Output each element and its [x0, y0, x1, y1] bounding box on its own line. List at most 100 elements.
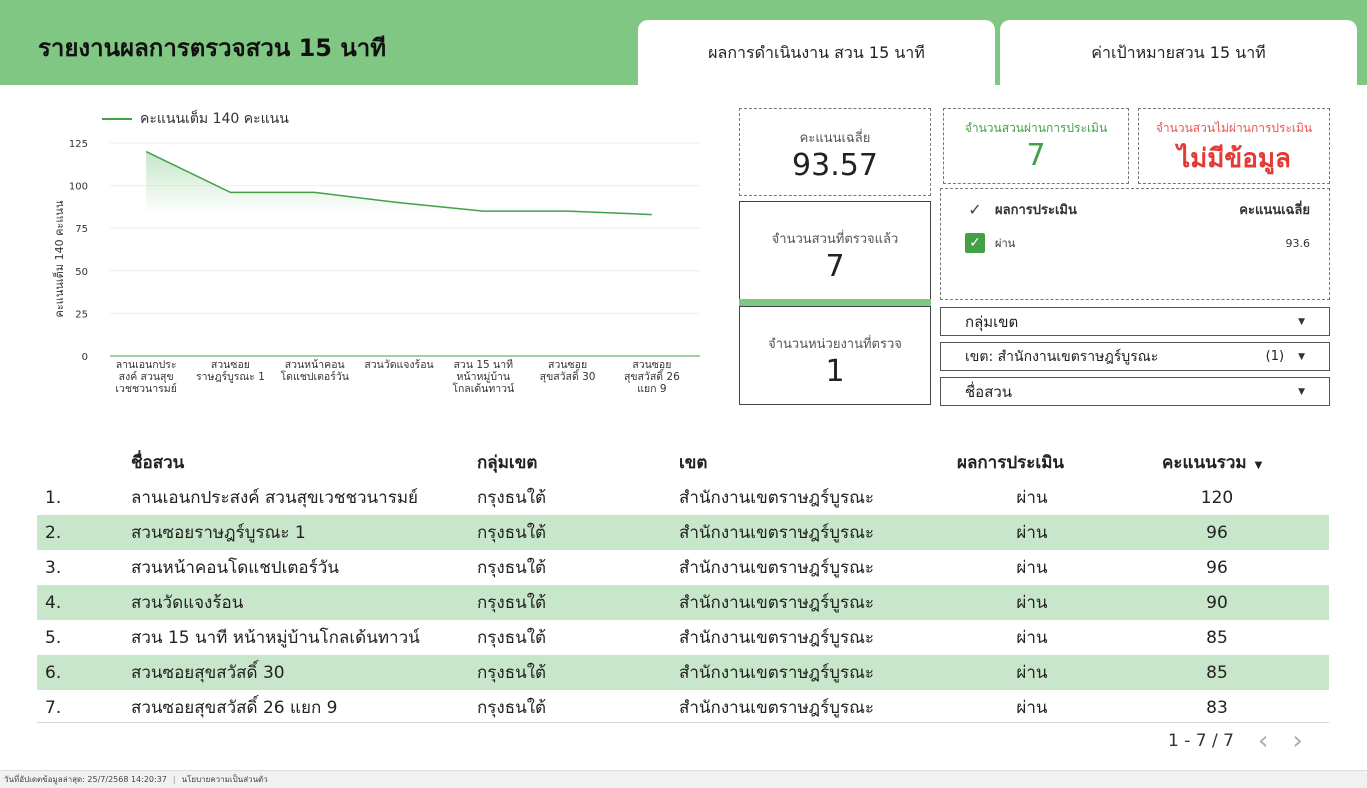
x-tick-label-line: สุขสวัสดิ์ 30 — [540, 368, 596, 383]
scorecard-failed: จำนวนสวนไม่ผ่านการประเมิน ไม่มีข้อมูล — [1138, 108, 1330, 184]
evaluation-row-avg: 93.6 — [1285, 236, 1311, 250]
x-tick-label-line: สวนซอย — [211, 359, 250, 371]
x-tick-label: สวน 15 นาทีหน้าหมู่บ้านโกลเด้นทาวน์ — [452, 358, 514, 395]
y-tick-label: 125 — [69, 139, 88, 150]
filter-district-count: (1) — [1265, 349, 1285, 364]
cell-district: สำนักงานเขตราษฎร์บูรณะ — [679, 698, 875, 718]
col-header-total-score[interactable]: คะแนนรวม ▼ — [1162, 449, 1302, 476]
filter-district[interactable]: เขต: สำนักงานเขตราษฎร์บูรณะ (1) ▼ — [940, 342, 1330, 371]
table-row[interactable]: 4. สวนวัดแจงร้อน กรุงธนใต้ สำนักงานเขตราษฎร… — [37, 585, 1329, 620]
cell-group: กรุงธนใต้ — [477, 698, 547, 718]
row-number: 7. — [45, 697, 62, 718]
x-tick-label-line: เวชชวนารมย์ — [115, 382, 176, 395]
scorecard-average-value: 93.57 — [792, 148, 878, 183]
cell-park-name: สวนซอยสุขสวัสดิ์ 30 — [131, 663, 285, 683]
scorecard-divider — [739, 299, 931, 307]
chart-svg: 0 25 50 75 100 125 ลานเอนกประสงค์ สวนสุขเวชชวน… — [69, 139, 700, 395]
row-number: 6. — [45, 662, 62, 683]
footer-bar: วันที่อัปเดตข้อมูลล่าสุด: 25/7/2568 14:2… — [0, 770, 1367, 788]
chart-y-axis-label: คะแนนเต็ม 140 คะแนน — [53, 200, 66, 318]
filter-district-group[interactable]: กลุ่มเขต ▼ — [940, 307, 1330, 336]
evaluation-row[interactable]: ✓ ผ่าน 93.6 — [965, 233, 1310, 253]
x-tick-label-line: โกลเด้นทาวน์ — [452, 382, 514, 395]
privacy-link[interactable]: นโยบายความเป็นส่วนตัว — [181, 775, 268, 784]
tab-performance[interactable]: ผลการดำเนินงาน สวน 15 นาที — [638, 20, 995, 86]
scorecard-units-label: จำนวนหน่วยงานที่ตรวจ — [768, 337, 902, 352]
evaluation-row-result: ผ่าน — [995, 237, 1016, 250]
scorecard-passed-value: 7 — [1026, 138, 1046, 173]
legend-swatch — [102, 118, 132, 120]
cell-group: กรุงธนใต้ — [477, 628, 547, 648]
series-area — [146, 151, 652, 215]
cell-park-name: ลานเอนกประสงค์ สวนสุขเวชชวนารมย์ — [131, 488, 419, 508]
col-header-district[interactable]: เขต — [679, 453, 708, 473]
scorecard-average: คะแนนเฉลี่ย 93.57 — [739, 108, 931, 196]
cell-group: กรุงธนใต้ — [477, 558, 547, 578]
table-body: 1. ลานเอนกประสงค์ สวนสุขเวชชวนารมย์ กรุงธน… — [37, 480, 1329, 725]
x-tick-label-line: ราษฎร์บูรณะ 1 — [196, 370, 265, 383]
row-checkbox-icon[interactable]: ✓ — [965, 233, 985, 253]
select-all-check-icon[interactable]: ✓ — [968, 200, 982, 219]
cell-district: สำนักงานเขตราษฎร์บูรณะ — [679, 628, 875, 648]
filter-district-group-label: กลุ่มเขต — [965, 312, 1019, 331]
scorecard-checked-value: 7 — [825, 249, 845, 284]
y-tick-label: 75 — [75, 224, 88, 235]
table-divider — [37, 722, 1329, 723]
chevron-right-icon[interactable]: › — [1292, 726, 1303, 756]
cell-district: สำนักงานเขตราษฎร์บูรณะ — [679, 558, 875, 578]
filter-park-name[interactable]: ชื่อสวน ▼ — [940, 377, 1330, 406]
row-number: 1. — [45, 487, 62, 508]
cell-total-score: 96 — [1206, 522, 1228, 543]
scorecard-units: จำนวนหน่วยงานที่ตรวจ 1 — [739, 306, 931, 405]
cell-result: ผ่าน — [1016, 663, 1048, 683]
x-tick-label: สวนซอยสุขสวัสดิ์ 26 แยก 9 — [624, 359, 680, 395]
cell-park-name: สวนวัดแจงร้อน — [131, 593, 244, 613]
cell-total-score: 85 — [1206, 627, 1228, 648]
table-row[interactable]: 2. สวนซอยราษฎร์บูรณะ 1 กรุงธนใต้ สำนักงานเข… — [37, 515, 1329, 550]
table-row[interactable]: 1. ลานเอนกประสงค์ สวนสุขเวชชวนารมย์ กรุงธน… — [37, 480, 1329, 515]
evaluation-header-result: ผลการประเมิน — [995, 203, 1077, 218]
cell-park-name: สวนหน้าคอนโดแชปเตอร์วัน — [131, 558, 339, 578]
col-header-group[interactable]: กลุ่มเขต — [477, 453, 538, 473]
sort-desc-icon: ▼ — [1254, 460, 1263, 471]
caret-down-icon: ▼ — [1298, 316, 1305, 327]
cell-park-name: สวน 15 นาที หน้าหมู่บ้านโกลเด้นทาวน์ — [131, 628, 420, 648]
chevron-left-icon[interactable]: ‹ — [1257, 726, 1269, 756]
evaluation-header-row: ✓ ผลการประเมิน คะแนนเฉลี่ย — [965, 199, 1310, 220]
table-row[interactable]: 3. สวนหน้าคอนโดแชปเตอร์วัน กรุงธนใต้ สำนักง… — [37, 550, 1329, 585]
chart-legend[interactable]: คะแนนเต็ม 140 คะแนน — [102, 108, 289, 130]
x-tick-label: สวนวัดแจงร้อน — [364, 359, 433, 371]
cell-total-score: 96 — [1206, 557, 1228, 578]
row-number: 4. — [45, 592, 62, 613]
last-updated-text: วันที่อัปเดตข้อมูลล่าสุด: 25/7/2568 14:2… — [4, 775, 167, 784]
table-row[interactable]: 7. สวนซอยสุขสวัสดิ์ 26 แยก 9 กรุงธนใต้ สำนั… — [37, 690, 1329, 725]
table-row[interactable]: 5. สวน 15 นาที หน้าหมู่บ้านโกลเด้นทาวน์ กร… — [37, 620, 1329, 655]
col-header-result[interactable]: ผลการประเมิน — [957, 453, 1065, 473]
col-header-park-name[interactable]: ชื่อสวน — [131, 453, 185, 473]
cell-group: กรุงธนใต้ — [477, 488, 547, 508]
x-tick-label-line: สุขสวัสดิ์ 26 — [624, 368, 680, 383]
pagination: 1 - 7 / 7 ‹ › — [1168, 726, 1303, 756]
evaluation-summary-table: ✓ ผลการประเมิน คะแนนเฉลี่ย ✓ ผ่าน 93.6 — [940, 188, 1330, 300]
scorecard-units-value: 1 — [825, 354, 845, 389]
table-row[interactable]: 6. สวนซอยสุขสวัสดิ์ 30 กรุงธนใต้ สำนักงานเข… — [37, 655, 1329, 690]
y-tick-label: 25 — [75, 309, 88, 320]
caret-down-icon: ▼ — [1298, 386, 1305, 397]
cell-result: ผ่าน — [1016, 628, 1048, 648]
x-tick-label-line: ลานเอนกประ — [116, 359, 177, 371]
scorecard-checked: จำนวนสวนที่ตรวจแล้ว 7 — [739, 201, 931, 300]
scorecard-checked-label: จำนวนสวนที่ตรวจแล้ว — [771, 232, 899, 247]
report-page: รายงานผลการตรวจสวน 15 นาที ผลการดำเนินงา… — [0, 0, 1367, 756]
y-tick-label: 50 — [75, 267, 88, 278]
cell-total-score: 83 — [1206, 697, 1228, 718]
x-tick-label: สวนหน้าคอนโดแชปเตอร์วัน — [280, 359, 348, 383]
x-tick-label-line: หน้าหมู่บ้าน — [456, 371, 510, 383]
row-number: 5. — [45, 627, 62, 648]
x-tick-label-line: สวนซอย — [548, 359, 587, 371]
scorecard-failed-label: จำนวนสวนไม่ผ่านการประเมิน — [1155, 121, 1313, 135]
x-tick-label-line: สวนวัดแจงร้อน — [364, 359, 433, 371]
page-title: รายงานผลการตรวจสวน 15 นาที — [38, 34, 387, 62]
score-chart: 0 25 50 75 100 125 ลานเอนกประสงค์ สวนสุขเวชชวน… — [40, 100, 710, 420]
tab-targets[interactable]: ค่าเป้าหมายสวน 15 นาที — [1000, 20, 1357, 86]
x-tick-label: สวนซอยสุขสวัสดิ์ 30 — [540, 359, 596, 383]
